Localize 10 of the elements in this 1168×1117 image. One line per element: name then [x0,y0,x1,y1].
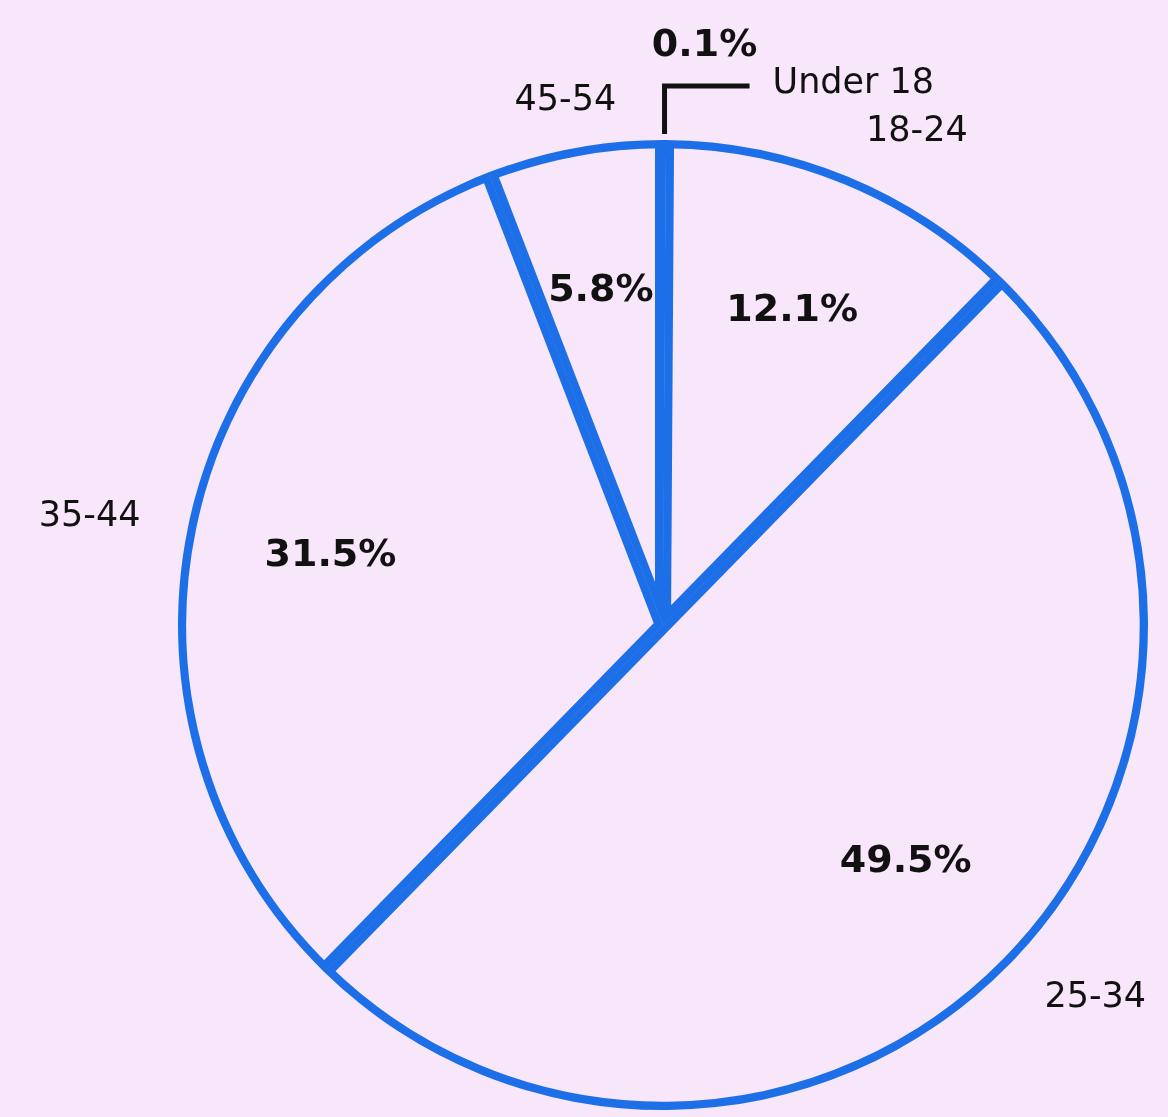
data-label: 12.1% [726,285,859,330]
slice-label: 35-44 [38,494,141,535]
slice-label: 18-24 [865,108,968,149]
slice-label: 25-34 [1044,975,1147,1016]
slice-label: 45-54 [514,77,617,118]
data-label: 5.8% [548,266,654,311]
data-label: 31.5% [264,531,397,576]
data-label: 49.5% [839,837,972,882]
data-label: 0.1% [651,20,758,65]
slice-label: Under 18 [772,61,935,102]
